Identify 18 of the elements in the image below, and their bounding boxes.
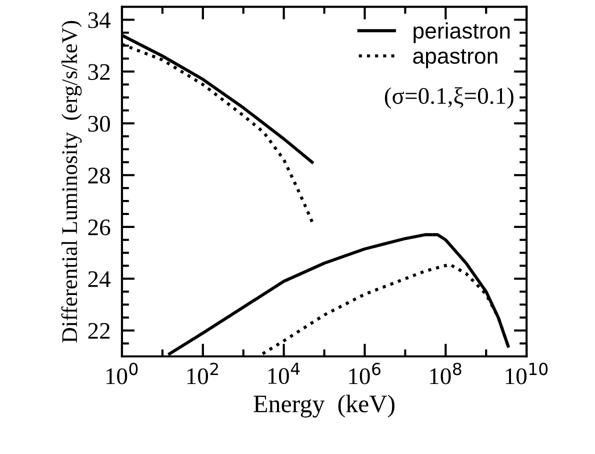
y-tick-label: 28 [88, 168, 110, 184]
x-tick-label: 10$^{10}$ [506, 362, 548, 384]
legend-label: apastron [413, 49, 498, 68]
x-tick-label: 10$^{4}$ [268, 362, 300, 384]
x-tick-label: 10$^{8}$ [430, 362, 462, 384]
x-tick-label: 10$^{0}$ [106, 362, 138, 384]
x-axis-title: Energy (keV) [254, 394, 394, 418]
y-tick-label: 26 [88, 219, 110, 236]
x-tick-label: 10$^{2}$ [187, 362, 218, 384]
y-tick-label: 34 [88, 12, 110, 28]
annotation: (σ=0.1,ξ=0.1) [384, 87, 514, 109]
y-tick-label: 30 [88, 116, 110, 132]
x-tick-label: 10$^{6}$ [349, 362, 380, 384]
y-tick-label: 24 [88, 271, 110, 287]
legend-label: periastron [414, 22, 510, 44]
y-tick-label: 32 [88, 64, 110, 80]
y-axis-title: Differential Luminosity (erg/s/keV) [61, 20, 82, 343]
y-tick-label: 22 [88, 323, 110, 339]
